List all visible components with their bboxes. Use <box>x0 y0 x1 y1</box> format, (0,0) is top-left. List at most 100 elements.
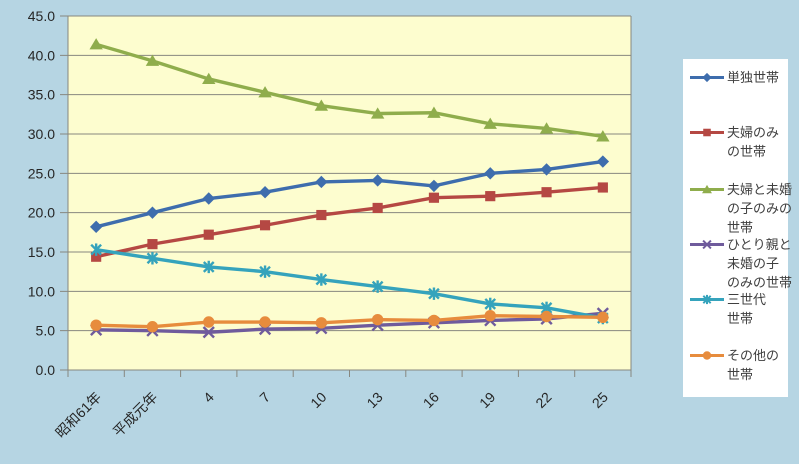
triangle-marker <box>202 72 216 85</box>
legend-label-line: 世帯 <box>727 367 754 382</box>
x-marker <box>702 239 712 250</box>
x-axis-tick-label: 7 <box>256 389 273 406</box>
circle-marker <box>702 351 712 360</box>
x-axis-tick-label: 13 <box>363 389 385 411</box>
square-marker <box>485 191 496 202</box>
y-axis-tick-label: 35.0 <box>28 87 55 103</box>
series-line-single-parent-with-unmarried-children <box>96 311 604 334</box>
legend-label-line: 単独世帯 <box>727 70 780 85</box>
legend-label-couple-with-unmarried-children: 夫婦と未婚の子のみの世帯 <box>727 180 792 237</box>
legend-label-line: 夫婦のみ <box>727 125 780 140</box>
legend-item-other: その他の 世帯 <box>689 346 779 384</box>
circle-marker <box>428 314 440 327</box>
x-marker <box>202 326 215 339</box>
legend-circle-icon <box>690 351 724 360</box>
legend-label-single: 単独世帯 <box>727 68 779 87</box>
y-axis-tick-label: 10.0 <box>28 283 55 299</box>
x-axis-tick-label: 16 <box>420 389 442 411</box>
series-line-three-generation <box>95 247 604 320</box>
legend-label-other: その他の 世帯 <box>727 346 779 384</box>
legend-label-line: 未婚の子 <box>727 256 780 271</box>
triangle-marker <box>702 184 712 194</box>
x-axis-tick-label: 昭和61年 <box>52 389 104 441</box>
series-line-couple-only <box>95 185 603 259</box>
legend-triangle-icon <box>690 184 724 194</box>
series-markers-couple-only <box>91 182 608 262</box>
diamond-marker <box>427 179 441 193</box>
legend-label-line: 三世代 <box>727 292 767 307</box>
legend-item-single-parent-with-unmarried-children: ひとり親と未婚の子のみの世帯 <box>689 235 792 292</box>
triangle-marker <box>539 122 554 134</box>
circle-marker <box>315 317 328 329</box>
triangle-marker <box>596 130 610 142</box>
square-marker <box>428 192 440 203</box>
square-marker <box>597 182 608 193</box>
triangle-marker <box>370 107 385 119</box>
square-marker <box>259 220 271 231</box>
triangle-marker <box>314 99 329 111</box>
y-axis-tick-label: 0.0 <box>36 362 56 378</box>
legend-label-line: ひとり親と <box>727 237 792 252</box>
series-line-couple-with-unmarried-children <box>95 42 604 139</box>
asterisk-marker <box>371 280 384 293</box>
x-axis-tick-label: 平成元年 <box>110 389 161 440</box>
legend-label-line: 夫婦と未婚 <box>727 182 793 197</box>
diamond-marker <box>371 174 384 187</box>
legend-label-line: 世帯 <box>727 311 754 326</box>
x-axis-tick-label: 10 <box>307 389 329 411</box>
diamond-marker <box>202 192 215 205</box>
legend-diamond-icon <box>690 72 724 83</box>
circle-marker <box>259 316 271 328</box>
legend-item-couple-only: 夫婦のみ の世帯 <box>689 123 779 161</box>
diamond-marker <box>89 220 103 234</box>
circle-marker <box>371 313 384 326</box>
asterisk-marker <box>702 294 712 305</box>
x-axis-tick-label: 19 <box>476 389 498 411</box>
y-axis-tick-label: 15.0 <box>28 244 55 260</box>
asterisk-marker <box>484 297 497 311</box>
square-marker <box>203 229 214 240</box>
square-marker <box>147 239 158 250</box>
series-markers-other <box>90 310 609 333</box>
x-axis-tick-label: 4 <box>200 389 217 406</box>
y-axis-tick-label: 5.0 <box>36 323 56 339</box>
circle-marker <box>484 310 496 322</box>
legend-x-icon <box>690 239 724 250</box>
asterisk-marker <box>146 252 159 265</box>
legend-label-line: 世帯 <box>727 220 754 235</box>
triangle-marker <box>427 106 441 118</box>
diamond-marker <box>315 175 328 189</box>
triangle-marker <box>145 54 160 66</box>
series-line-other <box>96 314 603 329</box>
series-markers-three-generation <box>90 243 609 325</box>
y-axis-tick-label: 30.0 <box>28 126 55 142</box>
legend-item-three-generation: 三世代 世帯 <box>689 290 766 328</box>
asterisk-marker <box>428 287 440 300</box>
square-marker <box>316 209 327 221</box>
diamond-marker <box>258 186 272 199</box>
triangle-marker <box>258 86 272 98</box>
series-markers-single <box>89 155 610 234</box>
asterisk-marker <box>315 273 328 286</box>
diamond-marker <box>146 206 159 219</box>
triangle-marker <box>89 38 103 50</box>
legend-label-couple-only: 夫婦のみ の世帯 <box>727 123 779 161</box>
circle-marker <box>540 310 553 323</box>
legend-label-line: その他の <box>727 348 780 363</box>
legend-label-line: のみの世帯 <box>727 275 793 290</box>
square-marker <box>372 202 383 214</box>
asterisk-marker <box>90 243 102 256</box>
legend-label-line: の世帯 <box>727 144 767 159</box>
asterisk-marker <box>202 260 215 274</box>
y-axis-tick-label: 40.0 <box>28 47 55 63</box>
square-marker <box>91 251 102 262</box>
asterisk-marker <box>259 265 271 278</box>
circle-marker <box>597 311 609 323</box>
legend-item-single: 単独世帯 <box>689 68 779 87</box>
x-axis-tick-label: 25 <box>589 389 611 411</box>
legend-label-line: の子のみの <box>727 201 793 216</box>
diamond-marker <box>484 167 497 180</box>
legend-square-icon <box>690 128 724 137</box>
